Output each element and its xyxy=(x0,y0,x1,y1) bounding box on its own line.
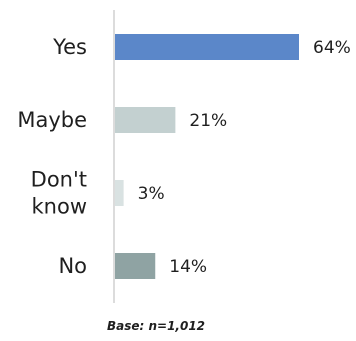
category-label-no: No xyxy=(58,254,87,278)
base-note: Base: n=1,012 xyxy=(107,319,205,333)
value-label-maybe: 21% xyxy=(189,111,227,131)
bar-no xyxy=(115,253,156,279)
value-label-no: 14% xyxy=(169,257,207,277)
value-labels: 64% 21% 3% 14% xyxy=(138,38,351,277)
category-label-yes: Yes xyxy=(52,35,87,59)
bars-layer xyxy=(115,34,299,279)
bar-maybe xyxy=(115,107,176,133)
bar-yes xyxy=(115,34,299,60)
value-label-yes: 64% xyxy=(313,38,351,58)
category-label-maybe: Maybe xyxy=(17,108,87,132)
bar-dont-know xyxy=(115,180,124,206)
category-labels: Yes Maybe Don't know No xyxy=(17,35,87,278)
value-label-dont-know: 3% xyxy=(138,184,165,204)
category-label-dont-know: Don't know xyxy=(31,168,87,219)
